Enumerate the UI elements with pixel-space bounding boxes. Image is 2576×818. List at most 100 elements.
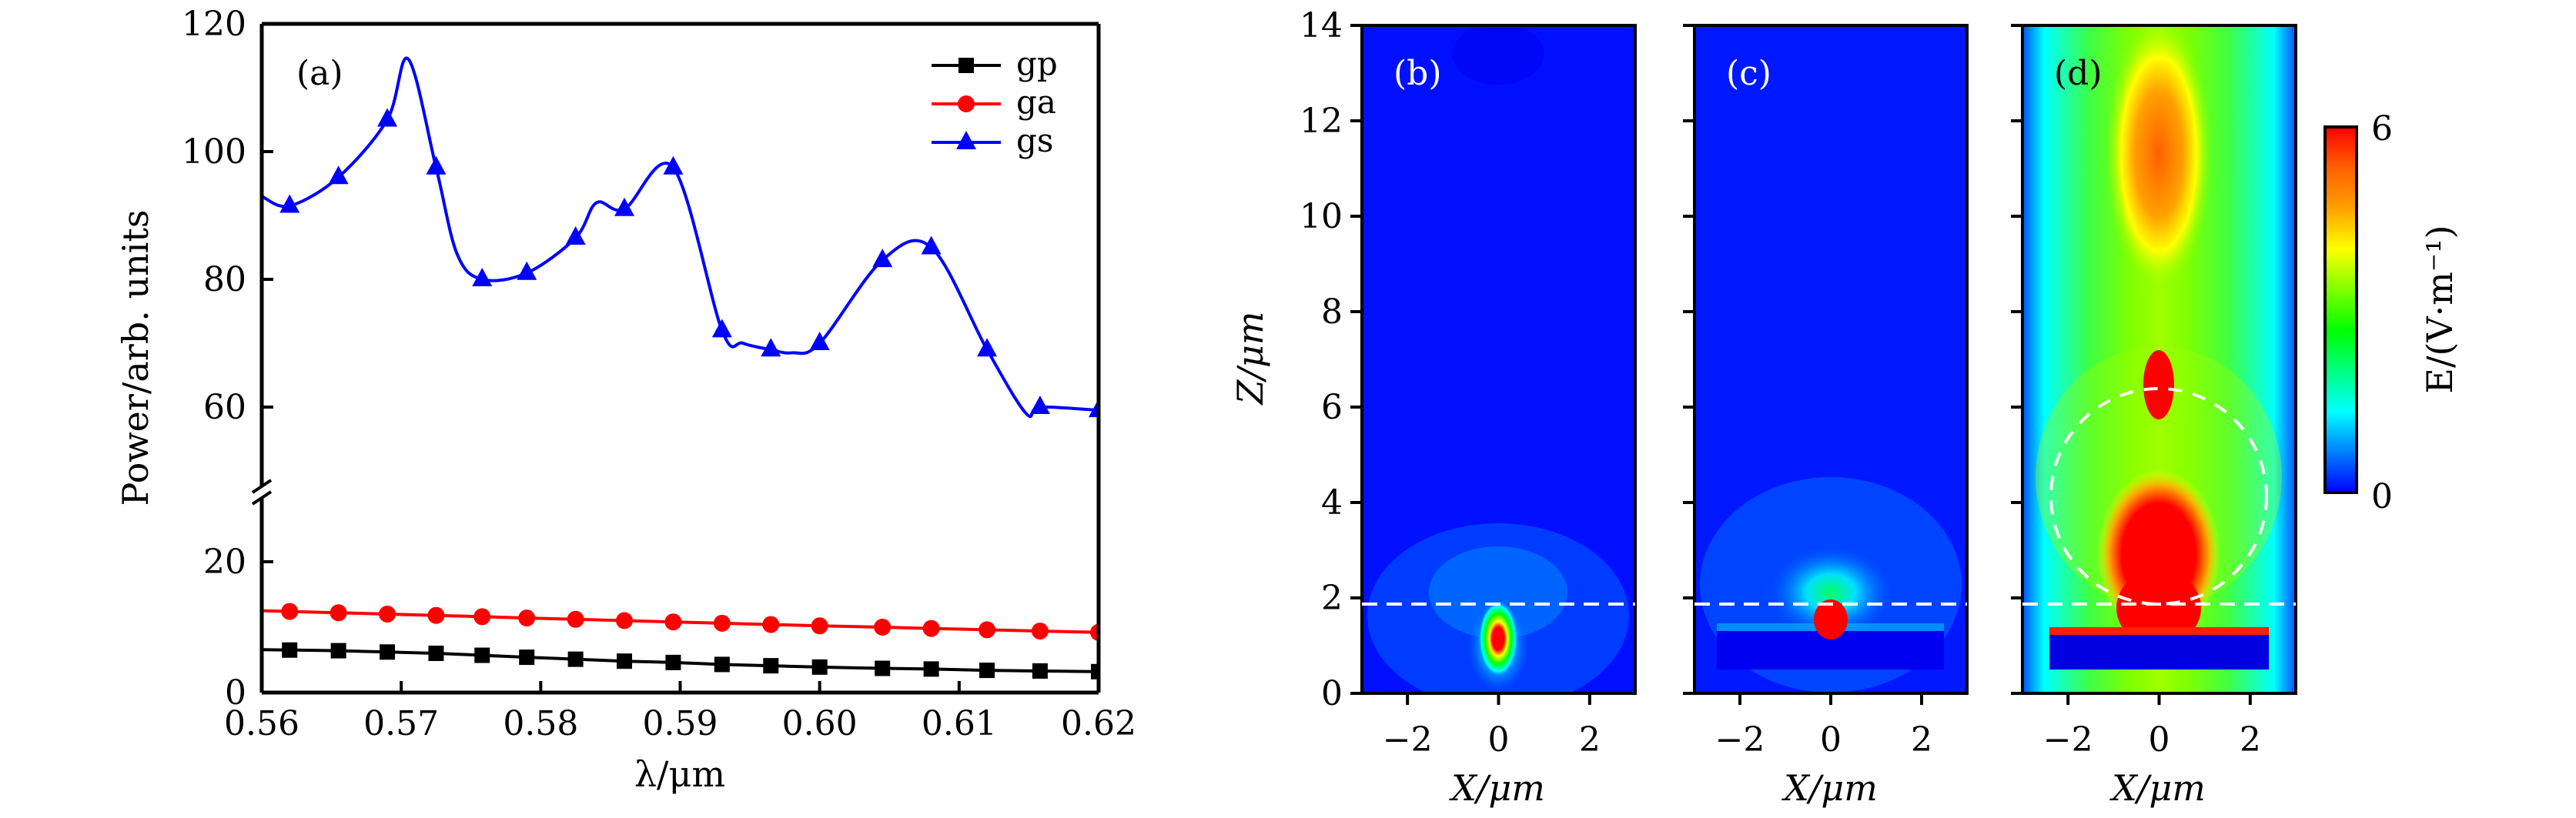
data-point-gs — [977, 338, 998, 357]
panel-label-a: (a) — [296, 54, 343, 93]
a-x-tick-label: 0.59 — [643, 704, 718, 743]
d-field-map — [2022, 25, 2296, 693]
data-point-gp — [1032, 663, 1048, 679]
data-point-ga — [664, 613, 682, 631]
data-point-ga — [518, 609, 536, 627]
data-point-gs — [1089, 399, 1099, 418]
a-x-tick-label: 0.58 — [503, 704, 578, 743]
data-point-gs — [761, 338, 781, 357]
data-point-gp — [923, 661, 939, 677]
colorbar-gradient — [2323, 125, 2358, 494]
panel-label-c: (c) — [1726, 54, 1771, 93]
series-ga — [262, 603, 1099, 641]
heatmap-x-tick-label: −2 — [2043, 720, 2093, 760]
data-point-gp — [282, 642, 298, 658]
panel-a-line-chart: 60 80 100 120 0 20 0.56 0.57 0.58 0.59 0.60 0.61 0.6… — [115, 5, 1136, 795]
data-point-gp — [428, 646, 444, 661]
data-point-gp — [979, 663, 995, 679]
heatmap-x-tick-label: 0 — [1820, 720, 1842, 760]
a-y-tick-label: 100 — [182, 132, 246, 172]
a-y-tick-label: 80 — [203, 260, 246, 299]
heatmap-y-tick-label: 2 — [1321, 579, 1343, 618]
legend-marker — [958, 58, 974, 73]
legend-label: gs — [1016, 122, 1053, 159]
legend-item-ga: ga — [932, 83, 1056, 121]
data-point-gp — [474, 647, 490, 663]
a-y-tick-label: 60 — [203, 388, 246, 427]
c-field-map — [1694, 25, 1967, 693]
a-series-group — [262, 56, 1099, 679]
legend-item-gp: gp — [932, 45, 1058, 82]
data-point-gp — [330, 643, 346, 659]
panel-d-heatmap: (d) −2 0 2 X/μm — [2011, 24, 2297, 809]
a-x-tick-label: 0.62 — [1061, 704, 1136, 743]
data-point-ga — [979, 621, 996, 639]
data-point-ga — [427, 606, 445, 624]
data-point-gp — [567, 651, 584, 667]
a-axis-break-mark — [251, 479, 273, 494]
heatmap-x-tick-label: 2 — [2240, 720, 2261, 760]
data-point-gp — [714, 656, 730, 673]
legend-marker — [958, 95, 975, 112]
data-point-ga — [379, 606, 396, 623]
a-x-tick-label: 0.61 — [922, 704, 997, 743]
data-point-gs — [1029, 396, 1050, 414]
colorbar-max-label: 6 — [2371, 109, 2393, 149]
b-y-axis-title: Z/μm — [1229, 312, 1271, 406]
data-point-gs — [377, 108, 398, 127]
data-point-ga — [567, 610, 584, 628]
data-point-gp — [763, 658, 779, 674]
b-axes: −2 0 2 0 2 4 6 8 10 12 14 — [1300, 6, 1601, 760]
colorbar-title: E/(V·m⁻¹) — [2419, 225, 2461, 393]
data-point-gs — [472, 268, 493, 286]
data-point-gp — [665, 654, 681, 670]
a-axes: 60 80 100 120 0 20 0.56 0.57 0.58 0.59 0.60 0.61 0.6… — [182, 5, 1136, 743]
colorbar: 6 0 E/(V·m⁻¹) — [2323, 109, 2461, 516]
series-line-gs — [262, 56, 1099, 419]
legend-label: ga — [1016, 83, 1056, 121]
a-x-tick-label: 0.60 — [782, 704, 858, 743]
legend-label: gp — [1016, 45, 1058, 82]
data-point-ga — [762, 616, 780, 633]
data-point-ga — [874, 619, 892, 636]
panel-c-heatmap: (c) −2 0 2 X/μm — [1683, 24, 1969, 809]
data-point-ga — [281, 603, 299, 620]
a-y-axis-title: Power/arb. units — [115, 209, 156, 506]
heatmap-x-tick-label: −2 — [1715, 720, 1765, 760]
data-point-gs — [711, 319, 732, 338]
data-point-gp — [617, 653, 633, 669]
d-axes: −2 0 2 — [2011, 24, 2261, 760]
data-point-gs — [663, 155, 684, 175]
heatmap-x-tick-label: 2 — [1579, 720, 1601, 760]
legend-marker — [956, 131, 976, 149]
series-gp — [262, 642, 1099, 679]
data-point-gs — [809, 332, 830, 350]
series-gs — [262, 56, 1099, 419]
c-axes: −2 0 2 — [1683, 24, 1932, 760]
panel-b-heatmap: (b) −2 0 2 0 2 4 6 8 10 12 14 X/μm Z/μm — [1229, 6, 1637, 809]
a-y-tick-label: 20 — [203, 543, 246, 582]
heatmap-y-tick-label: 6 — [1321, 388, 1343, 427]
data-point-ga — [922, 619, 940, 637]
d-dashed-circle — [2049, 387, 2268, 606]
a-x-axis-title: λ/μm — [634, 753, 725, 795]
data-point-ga — [713, 614, 731, 632]
panel-label-b: (b) — [1393, 54, 1442, 93]
data-point-gp — [811, 659, 828, 675]
data-point-gs — [279, 194, 300, 213]
data-point-ga — [473, 608, 491, 626]
data-point-gs — [921, 235, 942, 255]
heatmap-x-tick-label: 0 — [2149, 720, 2170, 760]
data-point-gs — [328, 165, 349, 185]
heatmap-y-tick-label: 10 — [1300, 197, 1343, 236]
data-point-gp — [875, 660, 891, 676]
a-y-tick-label: 0 — [225, 673, 246, 713]
d-x-axis-title: X/μm — [2109, 767, 2206, 809]
data-point-gs — [614, 197, 635, 216]
panel-label-d: (d) — [2054, 54, 2103, 93]
legend-item-gs: gs — [932, 122, 1053, 159]
heatmap-y-tick-label: 12 — [1300, 102, 1343, 141]
colorbar-min-label: 0 — [2371, 477, 2393, 516]
